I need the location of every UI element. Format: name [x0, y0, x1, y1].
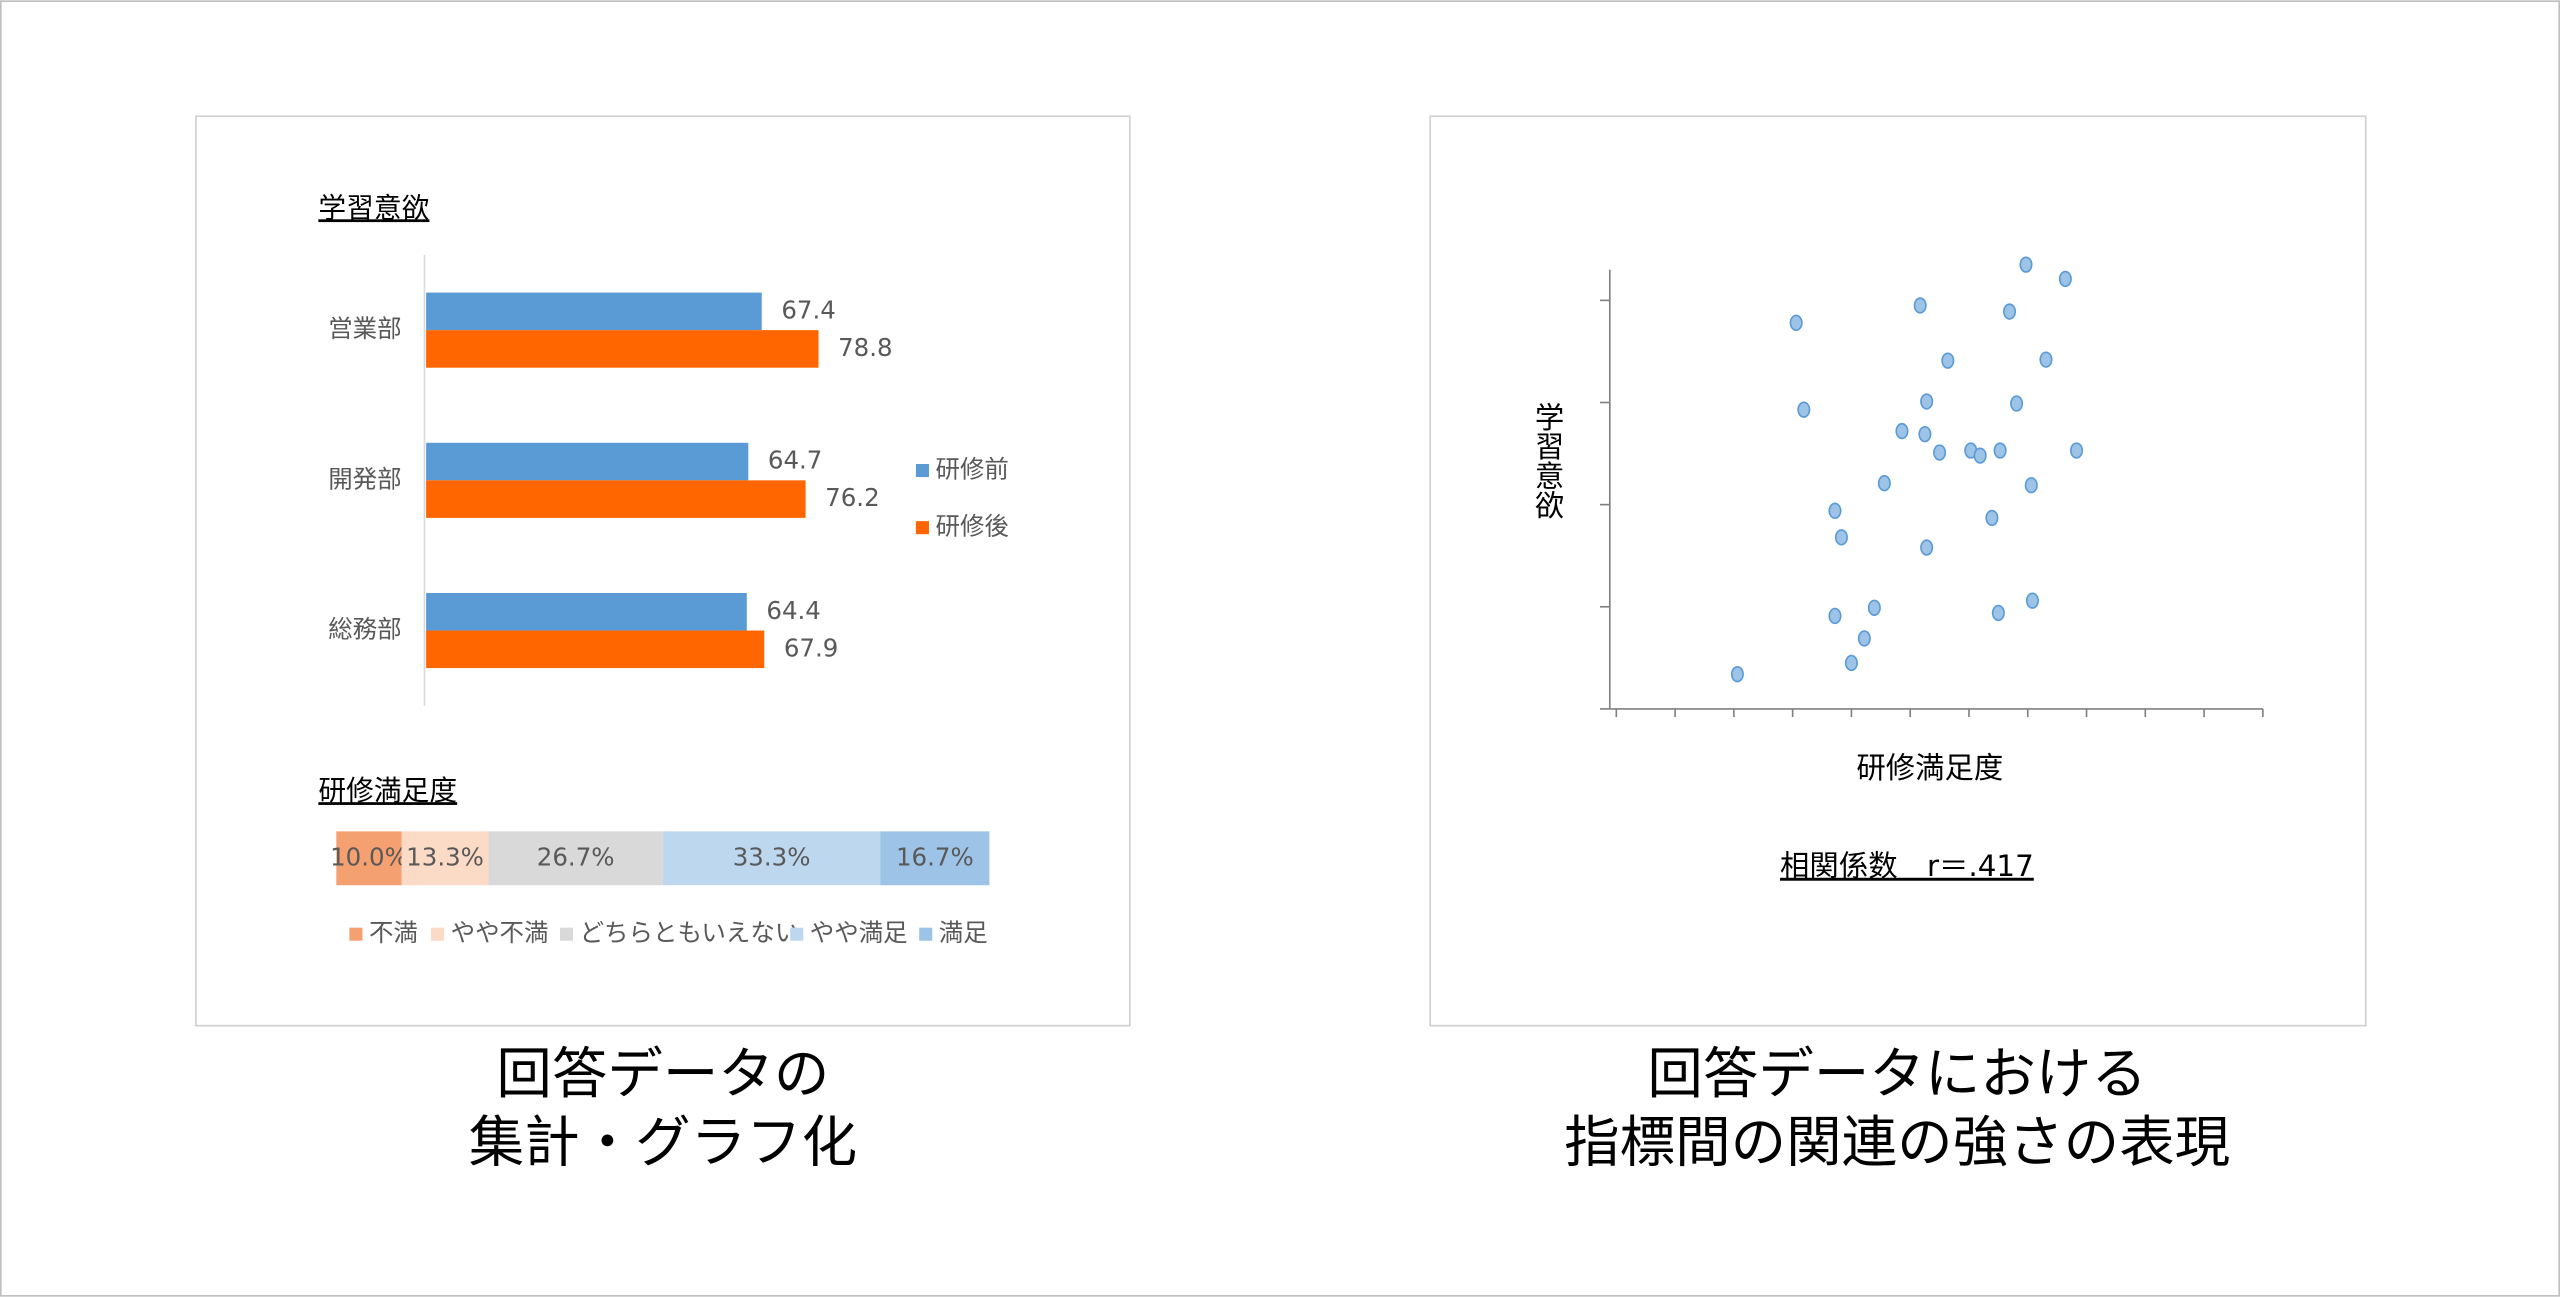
- legend-swatch: [431, 927, 445, 941]
- y-axis-label: 学習意欲: [1531, 402, 1565, 520]
- bar: [426, 292, 762, 331]
- panel: [195, 115, 1131, 1027]
- bar: [426, 592, 747, 631]
- point: [1933, 444, 1947, 461]
- point: [2024, 477, 2038, 494]
- point: [1993, 442, 2007, 459]
- value-label: 78.8: [838, 333, 892, 362]
- value-label: 64.4: [766, 596, 820, 625]
- value-label: 64.7: [768, 446, 822, 475]
- point: [1828, 607, 1842, 625]
- point: [2039, 351, 2053, 368]
- point: [1913, 297, 1927, 314]
- bar: [426, 330, 819, 368]
- x-axis-label: 研修満足度: [1856, 751, 2003, 785]
- value-label: 67.4: [781, 295, 835, 324]
- value-label: 13.3%: [406, 842, 484, 871]
- bar-segment: [662, 831, 881, 886]
- point: [1991, 604, 2005, 622]
- value-label: 67.9: [784, 633, 838, 662]
- point: [1844, 654, 1858, 672]
- point: [1920, 393, 1934, 410]
- point: [2010, 395, 2024, 412]
- caption: 回答データの: [496, 1042, 829, 1107]
- legend-swatch: [915, 464, 929, 478]
- caption: 集計・グラフ化: [469, 1111, 858, 1176]
- legend-label: やや不満: [451, 918, 549, 947]
- legend-label: やや満足: [810, 918, 908, 947]
- bar-segment: [401, 831, 489, 886]
- legend-swatch: [790, 927, 804, 941]
- value-label: 16.7%: [896, 842, 974, 871]
- category-label: 開発部: [328, 464, 401, 493]
- annotation: 相関係数 r＝.417: [1780, 849, 2034, 883]
- bar: [426, 442, 749, 481]
- bar: [426, 630, 765, 669]
- panel: [1429, 115, 2367, 1027]
- point: [2025, 592, 2039, 609]
- legend-swatch: [919, 927, 933, 941]
- legend-label: どちらともいえない: [580, 918, 800, 947]
- legend-label: 不満: [369, 918, 418, 947]
- legend-swatch: [560, 927, 574, 941]
- category-label: 総務部: [328, 615, 401, 644]
- value-label: 33.3%: [733, 842, 811, 871]
- legend-swatch: [915, 521, 929, 535]
- point: [1920, 539, 1934, 556]
- legend-label: 満足: [939, 918, 988, 947]
- bar-segment: [336, 831, 402, 886]
- point: [2003, 303, 2017, 320]
- point: [2058, 270, 2072, 288]
- point: [2019, 256, 2033, 273]
- bar: [426, 480, 806, 518]
- point: [1985, 509, 1999, 527]
- bar-segment: [488, 831, 663, 886]
- point: [1918, 425, 1932, 443]
- point: [1797, 401, 1811, 418]
- bar-segment: [880, 831, 990, 886]
- chart-title: 研修満足度: [318, 774, 457, 807]
- category-label: 営業部: [328, 314, 401, 343]
- legend-label: 研修後: [936, 512, 1009, 541]
- value-label: 10.0%: [330, 842, 408, 871]
- point: [2070, 442, 2084, 459]
- caption: 回答データにおける: [1647, 1042, 2147, 1107]
- point: [1941, 352, 1955, 369]
- point: [1828, 502, 1842, 519]
- value-label: 76.2: [825, 483, 879, 512]
- point: [1857, 630, 1871, 647]
- point: [1895, 422, 1909, 440]
- legend-label: 研修前: [936, 455, 1009, 484]
- point: [1973, 447, 1987, 464]
- point: [1834, 529, 1848, 546]
- point: [1789, 314, 1803, 331]
- caption: 指標間の関連の強さの表現: [1564, 1111, 2230, 1176]
- point: [1877, 475, 1891, 492]
- value-label: 26.7%: [537, 842, 615, 871]
- chart-title: 学習意欲: [318, 191, 429, 224]
- point: [1867, 599, 1881, 616]
- legend-swatch: [349, 927, 363, 941]
- point: [1730, 666, 1744, 683]
